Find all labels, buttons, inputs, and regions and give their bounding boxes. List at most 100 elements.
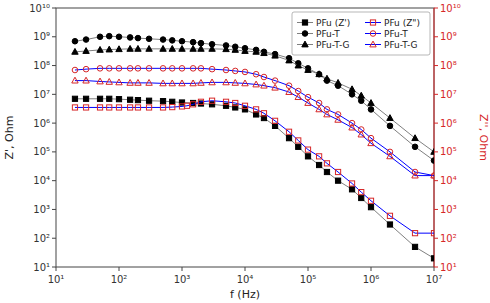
data-point [198, 79, 204, 85]
y-tick [52, 8, 56, 9]
series-line [75, 101, 434, 233]
y-tick [52, 94, 56, 95]
legend-marker [370, 20, 375, 25]
data-point [116, 34, 122, 40]
data-point [296, 138, 301, 143]
legend-line [365, 22, 381, 23]
data-point [83, 37, 89, 43]
data-point [160, 99, 165, 104]
y-tick [52, 180, 56, 181]
data-point [223, 79, 229, 85]
data-point [431, 256, 434, 261]
data-point [253, 71, 259, 77]
data-point [305, 67, 311, 73]
data-point [412, 244, 417, 249]
data-point [209, 45, 215, 51]
data-point [359, 195, 364, 200]
y2-tick-label: 10⁹ [440, 31, 457, 42]
data-point [232, 46, 238, 52]
y2-tick [434, 65, 438, 66]
data-point [324, 169, 329, 174]
data-point [335, 116, 341, 122]
legend-label: PFu (Z') [316, 18, 350, 28]
data-point [97, 46, 103, 52]
data-point [431, 231, 434, 236]
x-tick-label: 10⁷ [426, 274, 443, 285]
data-point [127, 105, 132, 110]
y-tick [52, 36, 56, 37]
data-point [316, 71, 322, 77]
x-tick-label: 10⁵ [300, 274, 317, 285]
data-point [170, 99, 175, 104]
data-point [223, 67, 229, 73]
y2-axis-line [434, 8, 435, 267]
y-tick [52, 123, 56, 124]
y2-tick-label: 10² [440, 233, 457, 244]
data-point [316, 154, 321, 159]
legend: PFu (Z')PFu-TPFu-T-GPFu (Z")PFu-TPFu-T-G [292, 12, 430, 55]
data-point [358, 131, 364, 137]
y2-tick [434, 36, 438, 37]
x-tick [119, 267, 120, 271]
data-point [83, 66, 89, 72]
data-point [368, 198, 373, 203]
data-point [116, 97, 121, 102]
data-point [116, 105, 121, 110]
data-point [106, 79, 112, 85]
y-tick-label: 10¹ [33, 262, 50, 273]
data-point [387, 213, 392, 218]
series-group [72, 98, 434, 236]
data-point [253, 48, 259, 54]
y2-tick [434, 238, 438, 239]
data-point [412, 172, 418, 178]
data-point [127, 45, 133, 51]
data-point [160, 45, 166, 51]
y-tick [52, 65, 56, 66]
data-point [72, 96, 77, 101]
y-tick-label: 10⁴ [33, 175, 50, 186]
data-point [242, 80, 248, 86]
data-point [261, 74, 267, 80]
y2-tick-label: 10⁵ [440, 146, 457, 157]
data-point [169, 66, 175, 72]
data-point [160, 37, 166, 43]
data-point [160, 80, 166, 86]
legend-line [365, 44, 381, 45]
data-point [135, 105, 140, 110]
y-tick [52, 238, 56, 239]
x-tick [245, 267, 246, 271]
data-point [72, 67, 78, 73]
data-point [316, 162, 321, 167]
x-axis-label: f (Hz) [230, 288, 260, 301]
data-point [169, 45, 175, 51]
legend-label: PFu-T [316, 29, 340, 39]
data-point [146, 79, 152, 85]
legend-marker [302, 20, 307, 25]
series-group [72, 77, 434, 178]
data-point [335, 79, 341, 85]
y-tick [52, 151, 56, 152]
data-point [286, 89, 292, 95]
y-tick-label: 10⁷ [33, 89, 50, 100]
data-point [387, 222, 392, 227]
data-point [261, 111, 266, 116]
data-point [232, 79, 238, 85]
data-point [127, 97, 132, 102]
data-point [387, 123, 393, 129]
data-point [368, 100, 374, 106]
y2-tick [434, 267, 438, 268]
data-point [316, 71, 322, 77]
data-point [387, 153, 393, 159]
y-tick-label: 10⁵ [33, 146, 50, 157]
data-point [169, 80, 175, 86]
data-point [349, 124, 355, 130]
data-point [368, 140, 374, 146]
legend-marker [302, 31, 308, 37]
data-point [272, 118, 277, 123]
data-point [412, 135, 418, 141]
legend-box [292, 12, 430, 55]
chart-container: 10¹10²10³10⁴10⁵10⁶10⁷10¹10²10³10⁴10⁵10⁶1… [0, 0, 490, 303]
data-point [160, 105, 165, 110]
series-line [75, 49, 434, 152]
x-tick-label: 10³ [174, 274, 191, 285]
